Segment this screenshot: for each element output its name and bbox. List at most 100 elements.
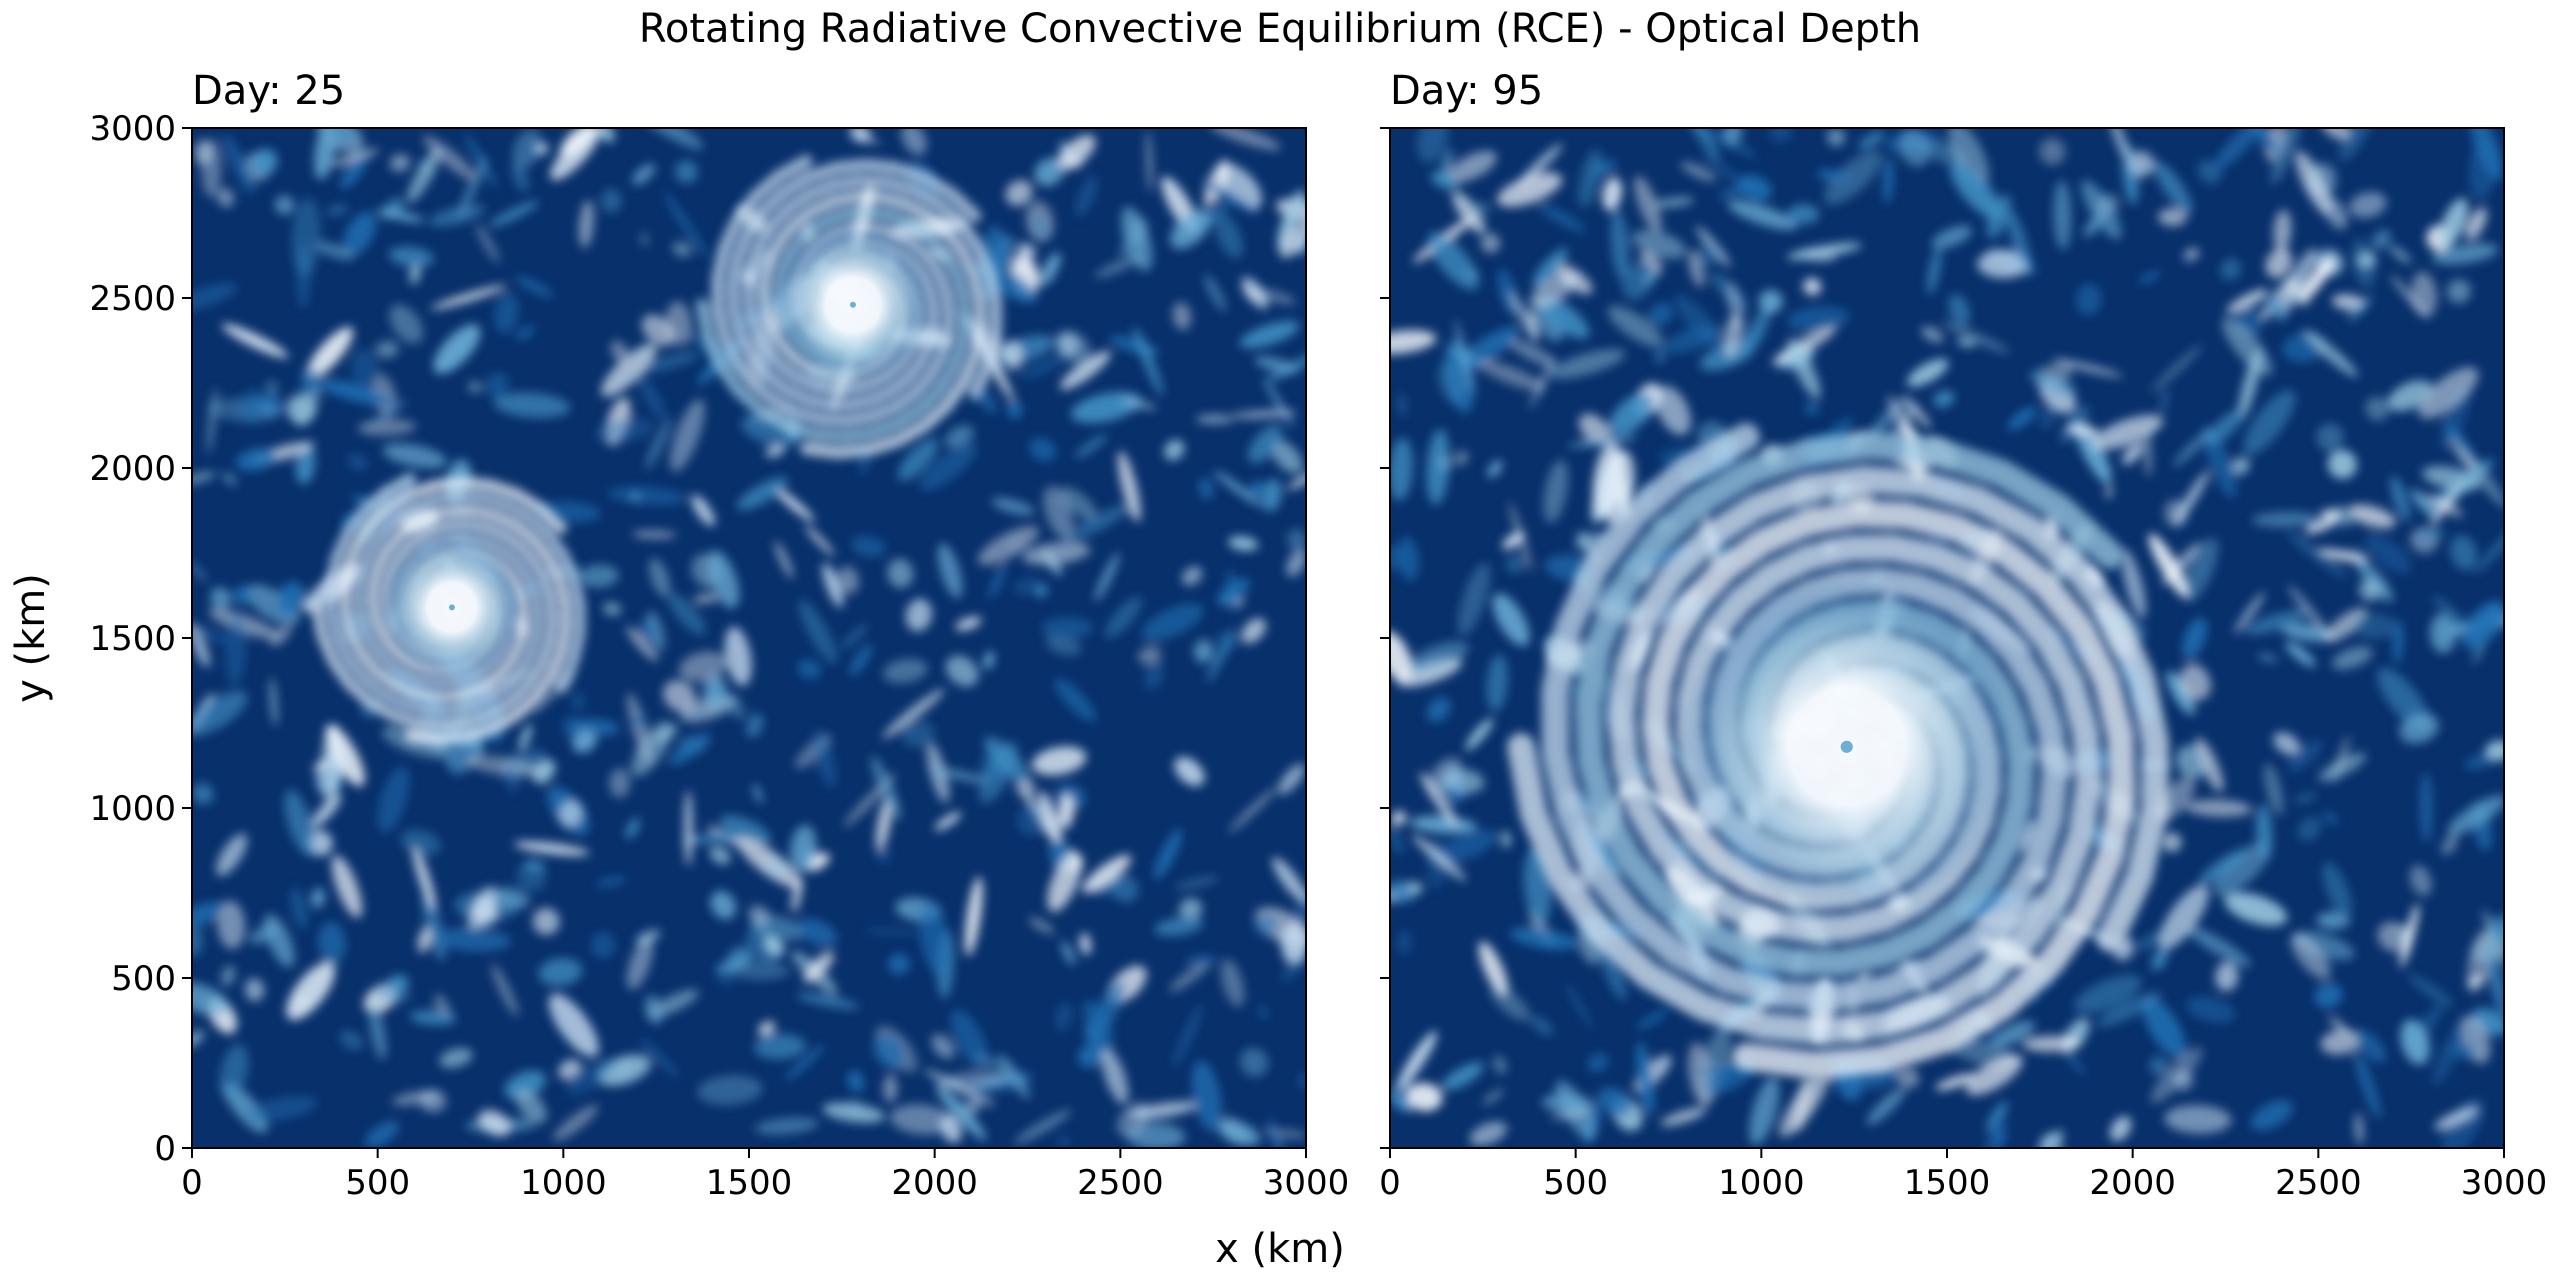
cloud-streak xyxy=(2439,198,2469,247)
cloud-streak xyxy=(1154,916,1204,937)
cloud-streak xyxy=(2288,585,2331,639)
cloud-streak xyxy=(719,815,771,844)
cyclone-eye xyxy=(1840,740,1853,753)
cloud-streak xyxy=(491,963,519,1017)
cloud-streak xyxy=(638,351,700,373)
y-tick-label: 0 xyxy=(154,1129,176,1169)
cloud-streak xyxy=(386,974,409,992)
cloud-streak xyxy=(444,733,462,778)
cloud-streak xyxy=(322,128,359,143)
cloud-streak xyxy=(797,918,838,947)
cloud-streak xyxy=(558,1059,582,1080)
cloud-streak xyxy=(1443,768,1485,794)
cloud-streak xyxy=(2450,535,2477,571)
cloud-streak xyxy=(1749,1076,1780,1146)
cloud-streak xyxy=(365,400,409,429)
cloud-streak xyxy=(2473,518,2504,575)
cloud-streak xyxy=(2109,1116,2132,1142)
cloud-streak xyxy=(2180,663,2211,701)
cloud-streak xyxy=(790,825,817,873)
cloud-streak xyxy=(382,443,447,469)
cloud-streak xyxy=(1500,830,1512,848)
cloud-streak xyxy=(350,348,379,389)
cloud-streak xyxy=(849,644,873,676)
cloud-streak xyxy=(295,445,316,485)
cloud-streak xyxy=(1262,346,1306,385)
cloud-streak xyxy=(2447,795,2504,835)
cloud-streak xyxy=(1201,179,1259,214)
cloud-streak xyxy=(2083,212,2105,237)
cloud-streak xyxy=(2183,537,2219,602)
cloud-streak xyxy=(306,327,354,380)
cloud-streak xyxy=(803,952,834,983)
cloud-streak xyxy=(1555,1080,1596,1140)
cloud-streak xyxy=(1195,414,1234,424)
cloud-streak xyxy=(2199,849,2246,885)
cloud-streak xyxy=(748,905,770,926)
cloud-streak xyxy=(1082,854,1132,894)
cloud-streak xyxy=(1277,763,1306,795)
cloud-streak xyxy=(888,953,910,975)
cloud-streak xyxy=(2328,1016,2350,1036)
cloud-streak xyxy=(630,712,647,729)
cloud-streak xyxy=(1691,128,1757,158)
cloud-streak xyxy=(538,958,583,987)
cloud-streak xyxy=(1181,566,1203,586)
cloud-streak xyxy=(754,1033,807,1060)
cloud-streak xyxy=(2356,559,2394,602)
cloud-streak xyxy=(1697,242,1720,266)
cloud-streak xyxy=(2287,740,2323,772)
cloud-streak xyxy=(1198,477,1214,500)
cloud-streak xyxy=(2304,516,2340,534)
cloud-streak xyxy=(668,733,711,766)
cloud-streak xyxy=(1490,984,1530,1021)
cloud-streak xyxy=(729,961,790,981)
cloud-streak xyxy=(409,262,421,285)
cloud-streak xyxy=(1897,1067,1920,1089)
cloud-streak xyxy=(2354,1050,2381,1120)
cloud-streak xyxy=(752,784,763,804)
cloud-streak xyxy=(963,1098,982,1115)
cloud-streak xyxy=(2105,485,2113,499)
cloud-streak xyxy=(875,848,891,864)
cloud-streak xyxy=(601,343,657,397)
cloud-streak xyxy=(490,887,530,909)
cloud-streak xyxy=(1902,395,1932,429)
cloud-streak xyxy=(2186,996,2236,1024)
cloud-streak xyxy=(1247,425,1283,464)
cloud-streak xyxy=(2347,295,2373,323)
cloud-streak xyxy=(515,276,554,298)
cloud-streak xyxy=(2434,1106,2479,1130)
cloud-streak xyxy=(276,581,305,615)
cloud-streak xyxy=(1258,289,1296,305)
cloud-streak xyxy=(2446,279,2472,304)
cloud-streak xyxy=(2233,591,2266,634)
cloud-streak xyxy=(1437,360,1465,404)
cloud-streak xyxy=(849,128,872,143)
cloud-streak xyxy=(512,129,542,169)
cyclone-eye xyxy=(448,604,455,611)
cloud-streak xyxy=(2297,816,2322,842)
cloud-streak xyxy=(2144,429,2152,477)
cloud-streak xyxy=(1094,254,1142,278)
cloud-streak xyxy=(560,128,596,157)
cloud-streak xyxy=(754,1117,819,1135)
cloud-streak xyxy=(2371,229,2392,250)
cloud-streak xyxy=(1660,1107,1707,1126)
cloud-streak xyxy=(945,655,979,687)
cloud-streak xyxy=(1061,940,1075,966)
cloud-streak xyxy=(670,398,705,472)
cloud-streak xyxy=(2159,387,2169,415)
cloud-streak xyxy=(457,156,487,220)
cloud-streak xyxy=(1803,277,1822,296)
cloud-streak xyxy=(607,486,687,505)
cloud-streak xyxy=(2039,404,2057,430)
cloud-streak xyxy=(1927,246,1942,295)
cloud-streak xyxy=(641,314,675,347)
cloud-streak xyxy=(221,472,238,486)
cloud-streak xyxy=(978,741,1018,804)
cloud-streak xyxy=(1543,459,1569,524)
cloud-streak xyxy=(2408,974,2454,1007)
cloud-streak xyxy=(2018,819,2036,853)
cloud-streak xyxy=(2231,456,2250,476)
